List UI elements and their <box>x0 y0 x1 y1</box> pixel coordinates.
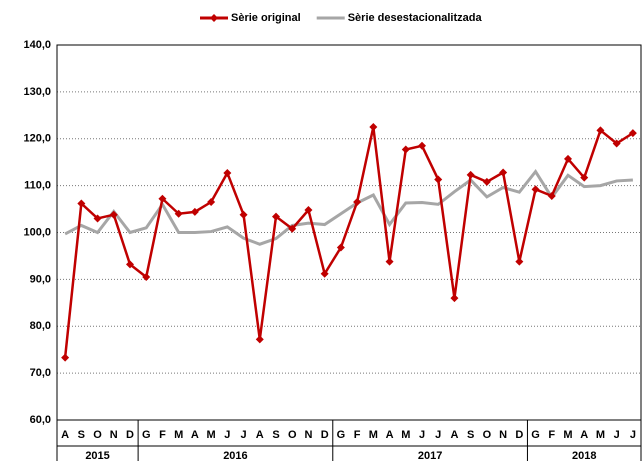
y-tick-label: 80,0 <box>30 320 51 332</box>
marker <box>190 207 199 216</box>
x-tick-label: J <box>630 429 636 441</box>
y-tick-label: 90,0 <box>30 273 51 285</box>
x-tick-label: O <box>483 429 492 441</box>
x-tick-label: N <box>499 429 507 441</box>
year-label: 2017 <box>418 450 442 461</box>
marker <box>434 175 443 184</box>
x-tick-label: N <box>304 429 312 441</box>
x-tick-label: F <box>159 429 166 441</box>
marker <box>272 212 280 221</box>
marker <box>596 126 605 135</box>
y-tick-label: 100,0 <box>23 226 51 238</box>
x-tick-label: S <box>467 429 474 441</box>
x-tick-label: J <box>614 429 620 441</box>
marker <box>320 269 329 278</box>
marker <box>628 129 637 138</box>
marker <box>174 209 183 218</box>
legend-label: Sèrie desestacionalitzada <box>348 12 483 24</box>
x-tick-label: J <box>419 429 425 441</box>
year-label: 2018 <box>572 450 596 461</box>
marker <box>61 353 70 362</box>
x-tick-label: A <box>256 429 264 441</box>
x-tick-label: F <box>354 429 361 441</box>
x-tick-label: S <box>272 429 279 441</box>
marker <box>482 177 491 186</box>
x-tick-label: M <box>369 429 378 441</box>
y-tick-label: 130,0 <box>23 86 51 98</box>
series-line <box>64 168 633 246</box>
marker <box>336 243 345 252</box>
x-tick-label: A <box>386 429 394 441</box>
marker <box>531 185 540 194</box>
marker <box>109 210 118 219</box>
y-tick-label: 140,0 <box>23 39 51 51</box>
x-tick-label: D <box>321 429 329 441</box>
x-tick-label: G <box>142 429 151 441</box>
marker <box>612 139 621 148</box>
marker <box>288 224 297 233</box>
marker <box>77 199 86 208</box>
legend-label: Sèrie original <box>231 12 301 24</box>
x-tick-label: D <box>126 429 134 441</box>
y-tick-label: 70,0 <box>30 367 51 379</box>
x-tick-label: J <box>224 429 230 441</box>
marker <box>401 145 410 154</box>
x-tick-label: J <box>435 429 441 441</box>
marker <box>93 214 102 223</box>
x-tick-label: M <box>596 429 605 441</box>
marker <box>418 141 426 150</box>
marker <box>142 273 151 282</box>
marker <box>239 210 248 219</box>
plot-border <box>56 44 642 421</box>
x-tick-label: S <box>78 429 85 441</box>
marker <box>304 206 313 214</box>
marker <box>547 191 556 200</box>
legend-marker <box>210 14 218 22</box>
x-tick-label: A <box>450 429 458 441</box>
marker <box>466 170 475 179</box>
x-tick-label: G <box>531 429 540 441</box>
marker <box>158 194 167 203</box>
x-tick-label: J <box>240 429 246 441</box>
marker <box>385 257 394 266</box>
x-tick-label: A <box>580 429 588 441</box>
marker <box>369 123 378 132</box>
x-tick-label: M <box>401 429 410 441</box>
x-tick-label: A <box>191 429 199 441</box>
y-tick-label: 120,0 <box>23 133 51 145</box>
marker <box>564 154 572 163</box>
year-label: 2015 <box>85 450 109 461</box>
x-tick-label: G <box>337 429 346 441</box>
marker <box>499 168 508 177</box>
x-tick-label: M <box>207 429 216 441</box>
x-tick-label: O <box>93 429 102 441</box>
x-tick-label: N <box>110 429 118 441</box>
year-label: 2016 <box>223 450 247 461</box>
series-line <box>63 126 634 358</box>
marker <box>223 168 232 177</box>
x-tick-label: M <box>174 429 183 441</box>
x-tick-label: O <box>288 429 297 441</box>
x-tick-label: F <box>548 429 555 441</box>
marker <box>580 173 589 182</box>
y-tick-label: 110,0 <box>24 180 51 192</box>
marker <box>353 198 362 207</box>
marker <box>207 198 216 207</box>
marker <box>450 294 459 303</box>
x-tick-label: M <box>563 429 572 441</box>
marker <box>515 257 524 266</box>
x-tick-label: A <box>61 429 69 441</box>
marker <box>255 335 264 344</box>
x-tick-label: D <box>515 429 523 441</box>
marker <box>126 260 134 269</box>
y-tick-label: 60,0 <box>30 414 51 426</box>
